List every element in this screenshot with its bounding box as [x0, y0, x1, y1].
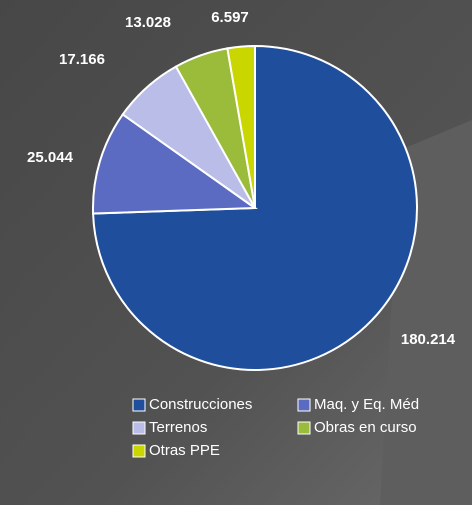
legend-label: Terrenos: [149, 419, 207, 436]
data-label: 6.597: [211, 9, 249, 26]
legend-swatch: [132, 421, 146, 435]
data-label: 180.214: [401, 331, 456, 348]
pie-slice: [92, 113, 258, 215]
labels: 180.214 25.044 17.166 13.028 6.597: [27, 9, 456, 348]
pie: [92, 44, 418, 371]
data-label: 13.028: [125, 14, 171, 31]
legend-swatch: [132, 398, 146, 412]
legend-swatch: [132, 444, 146, 458]
legend-label: Otras PPE: [149, 442, 220, 459]
legend-label: Obras en curso: [314, 419, 417, 436]
legend: Construcciones Maq. y Eq. Méd Terrenos Obra…: [132, 396, 419, 459]
legend-label: Construcciones: [149, 396, 252, 413]
legend-swatch: [297, 421, 311, 435]
legend-swatch: [297, 398, 311, 412]
data-label: 17.166: [59, 51, 105, 68]
pie-slice: [226, 44, 256, 209]
data-label: 25.044: [27, 149, 74, 166]
legend-label: Maq. y Eq. Méd: [314, 396, 419, 413]
